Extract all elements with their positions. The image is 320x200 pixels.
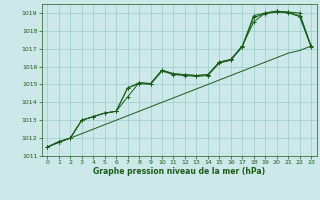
- X-axis label: Graphe pression niveau de la mer (hPa): Graphe pression niveau de la mer (hPa): [93, 167, 265, 176]
